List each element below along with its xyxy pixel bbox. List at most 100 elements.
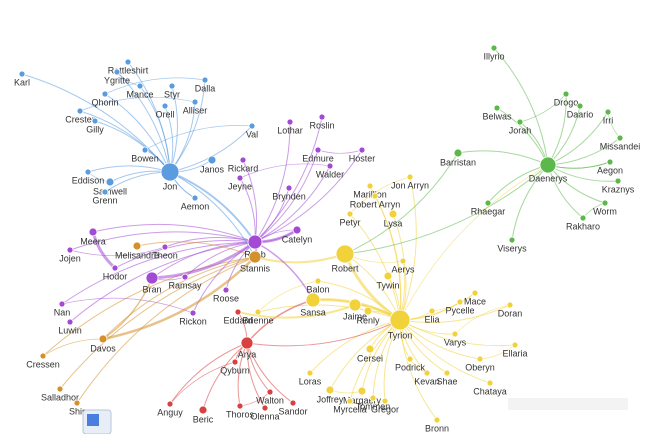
node[interactable] <box>66 246 74 254</box>
node[interactable] <box>490 44 498 52</box>
node[interactable] <box>579 214 587 222</box>
node[interactable] <box>168 82 176 90</box>
node[interactable] <box>433 416 441 424</box>
node[interactable] <box>111 264 119 272</box>
node[interactable] <box>198 405 208 415</box>
node[interactable] <box>456 298 464 306</box>
node[interactable] <box>357 386 367 396</box>
node[interactable] <box>254 308 262 316</box>
node[interactable] <box>239 156 247 164</box>
node[interactable] <box>388 209 398 219</box>
node[interactable] <box>306 369 314 377</box>
node[interactable] <box>113 68 121 76</box>
node[interactable] <box>66 318 74 326</box>
node[interactable] <box>614 177 622 185</box>
node[interactable] <box>539 156 557 174</box>
node[interactable] <box>285 184 293 192</box>
node[interactable] <box>231 358 239 366</box>
node[interactable] <box>18 70 26 78</box>
node[interactable] <box>476 355 484 363</box>
node[interactable] <box>58 300 66 308</box>
node[interactable] <box>389 309 411 331</box>
node[interactable] <box>383 271 393 281</box>
node[interactable] <box>124 58 132 66</box>
node[interactable] <box>346 397 354 405</box>
node[interactable] <box>511 341 519 349</box>
node[interactable] <box>132 241 142 251</box>
node[interactable] <box>261 404 269 412</box>
node[interactable] <box>616 134 624 142</box>
node[interactable] <box>366 182 374 190</box>
node[interactable] <box>222 286 230 294</box>
node[interactable] <box>363 306 373 316</box>
node[interactable] <box>508 236 516 244</box>
node[interactable] <box>266 388 274 396</box>
node[interactable] <box>369 394 377 402</box>
node[interactable] <box>56 385 64 393</box>
node[interactable] <box>471 289 479 297</box>
node[interactable] <box>101 90 109 98</box>
node[interactable] <box>516 118 524 126</box>
node[interactable] <box>314 146 322 154</box>
node[interactable] <box>314 277 322 285</box>
node[interactable] <box>381 397 389 405</box>
node[interactable] <box>84 168 92 176</box>
node[interactable] <box>145 271 159 285</box>
node[interactable] <box>292 225 302 235</box>
node[interactable] <box>161 102 169 110</box>
node[interactable] <box>305 292 321 308</box>
node[interactable] <box>160 162 180 182</box>
node[interactable] <box>318 113 326 121</box>
node[interactable] <box>606 158 614 166</box>
node[interactable] <box>248 122 256 130</box>
node[interactable] <box>371 192 379 200</box>
node[interactable] <box>191 98 199 106</box>
node[interactable] <box>234 308 242 316</box>
node[interactable] <box>161 243 169 251</box>
node[interactable] <box>207 155 217 165</box>
node[interactable] <box>562 90 570 98</box>
node[interactable] <box>289 399 297 407</box>
node[interactable] <box>91 117 99 125</box>
node[interactable] <box>348 298 362 312</box>
node[interactable] <box>181 273 189 281</box>
node[interactable] <box>191 194 199 202</box>
node[interactable] <box>423 369 431 377</box>
node[interactable] <box>201 76 209 84</box>
node[interactable] <box>247 234 263 250</box>
node[interactable] <box>141 146 149 154</box>
node[interactable] <box>39 352 47 360</box>
node[interactable] <box>428 307 436 315</box>
node[interactable] <box>406 355 414 363</box>
node[interactable] <box>286 118 294 126</box>
node[interactable] <box>453 148 463 158</box>
node[interactable] <box>98 334 108 344</box>
node[interactable] <box>443 369 451 377</box>
node[interactable] <box>76 107 84 115</box>
node[interactable] <box>73 399 81 407</box>
node[interactable] <box>166 400 174 408</box>
node[interactable] <box>240 336 254 350</box>
node[interactable] <box>248 250 262 264</box>
node[interactable] <box>399 257 407 265</box>
node[interactable] <box>346 210 354 218</box>
node[interactable] <box>136 82 144 90</box>
node[interactable] <box>88 227 98 237</box>
node[interactable] <box>101 188 109 196</box>
node[interactable] <box>493 104 501 112</box>
node[interactable] <box>365 344 375 354</box>
node[interactable] <box>325 385 335 395</box>
node[interactable] <box>406 173 414 181</box>
node[interactable] <box>105 177 115 187</box>
node[interactable] <box>236 174 244 182</box>
node[interactable] <box>604 108 612 116</box>
node[interactable] <box>486 379 494 387</box>
node[interactable] <box>358 146 366 154</box>
node[interactable] <box>601 199 609 207</box>
node[interactable] <box>236 402 244 410</box>
node[interactable] <box>451 330 459 338</box>
node[interactable] <box>506 301 514 309</box>
node[interactable] <box>335 244 355 264</box>
node[interactable] <box>484 199 492 207</box>
node[interactable] <box>576 102 584 110</box>
